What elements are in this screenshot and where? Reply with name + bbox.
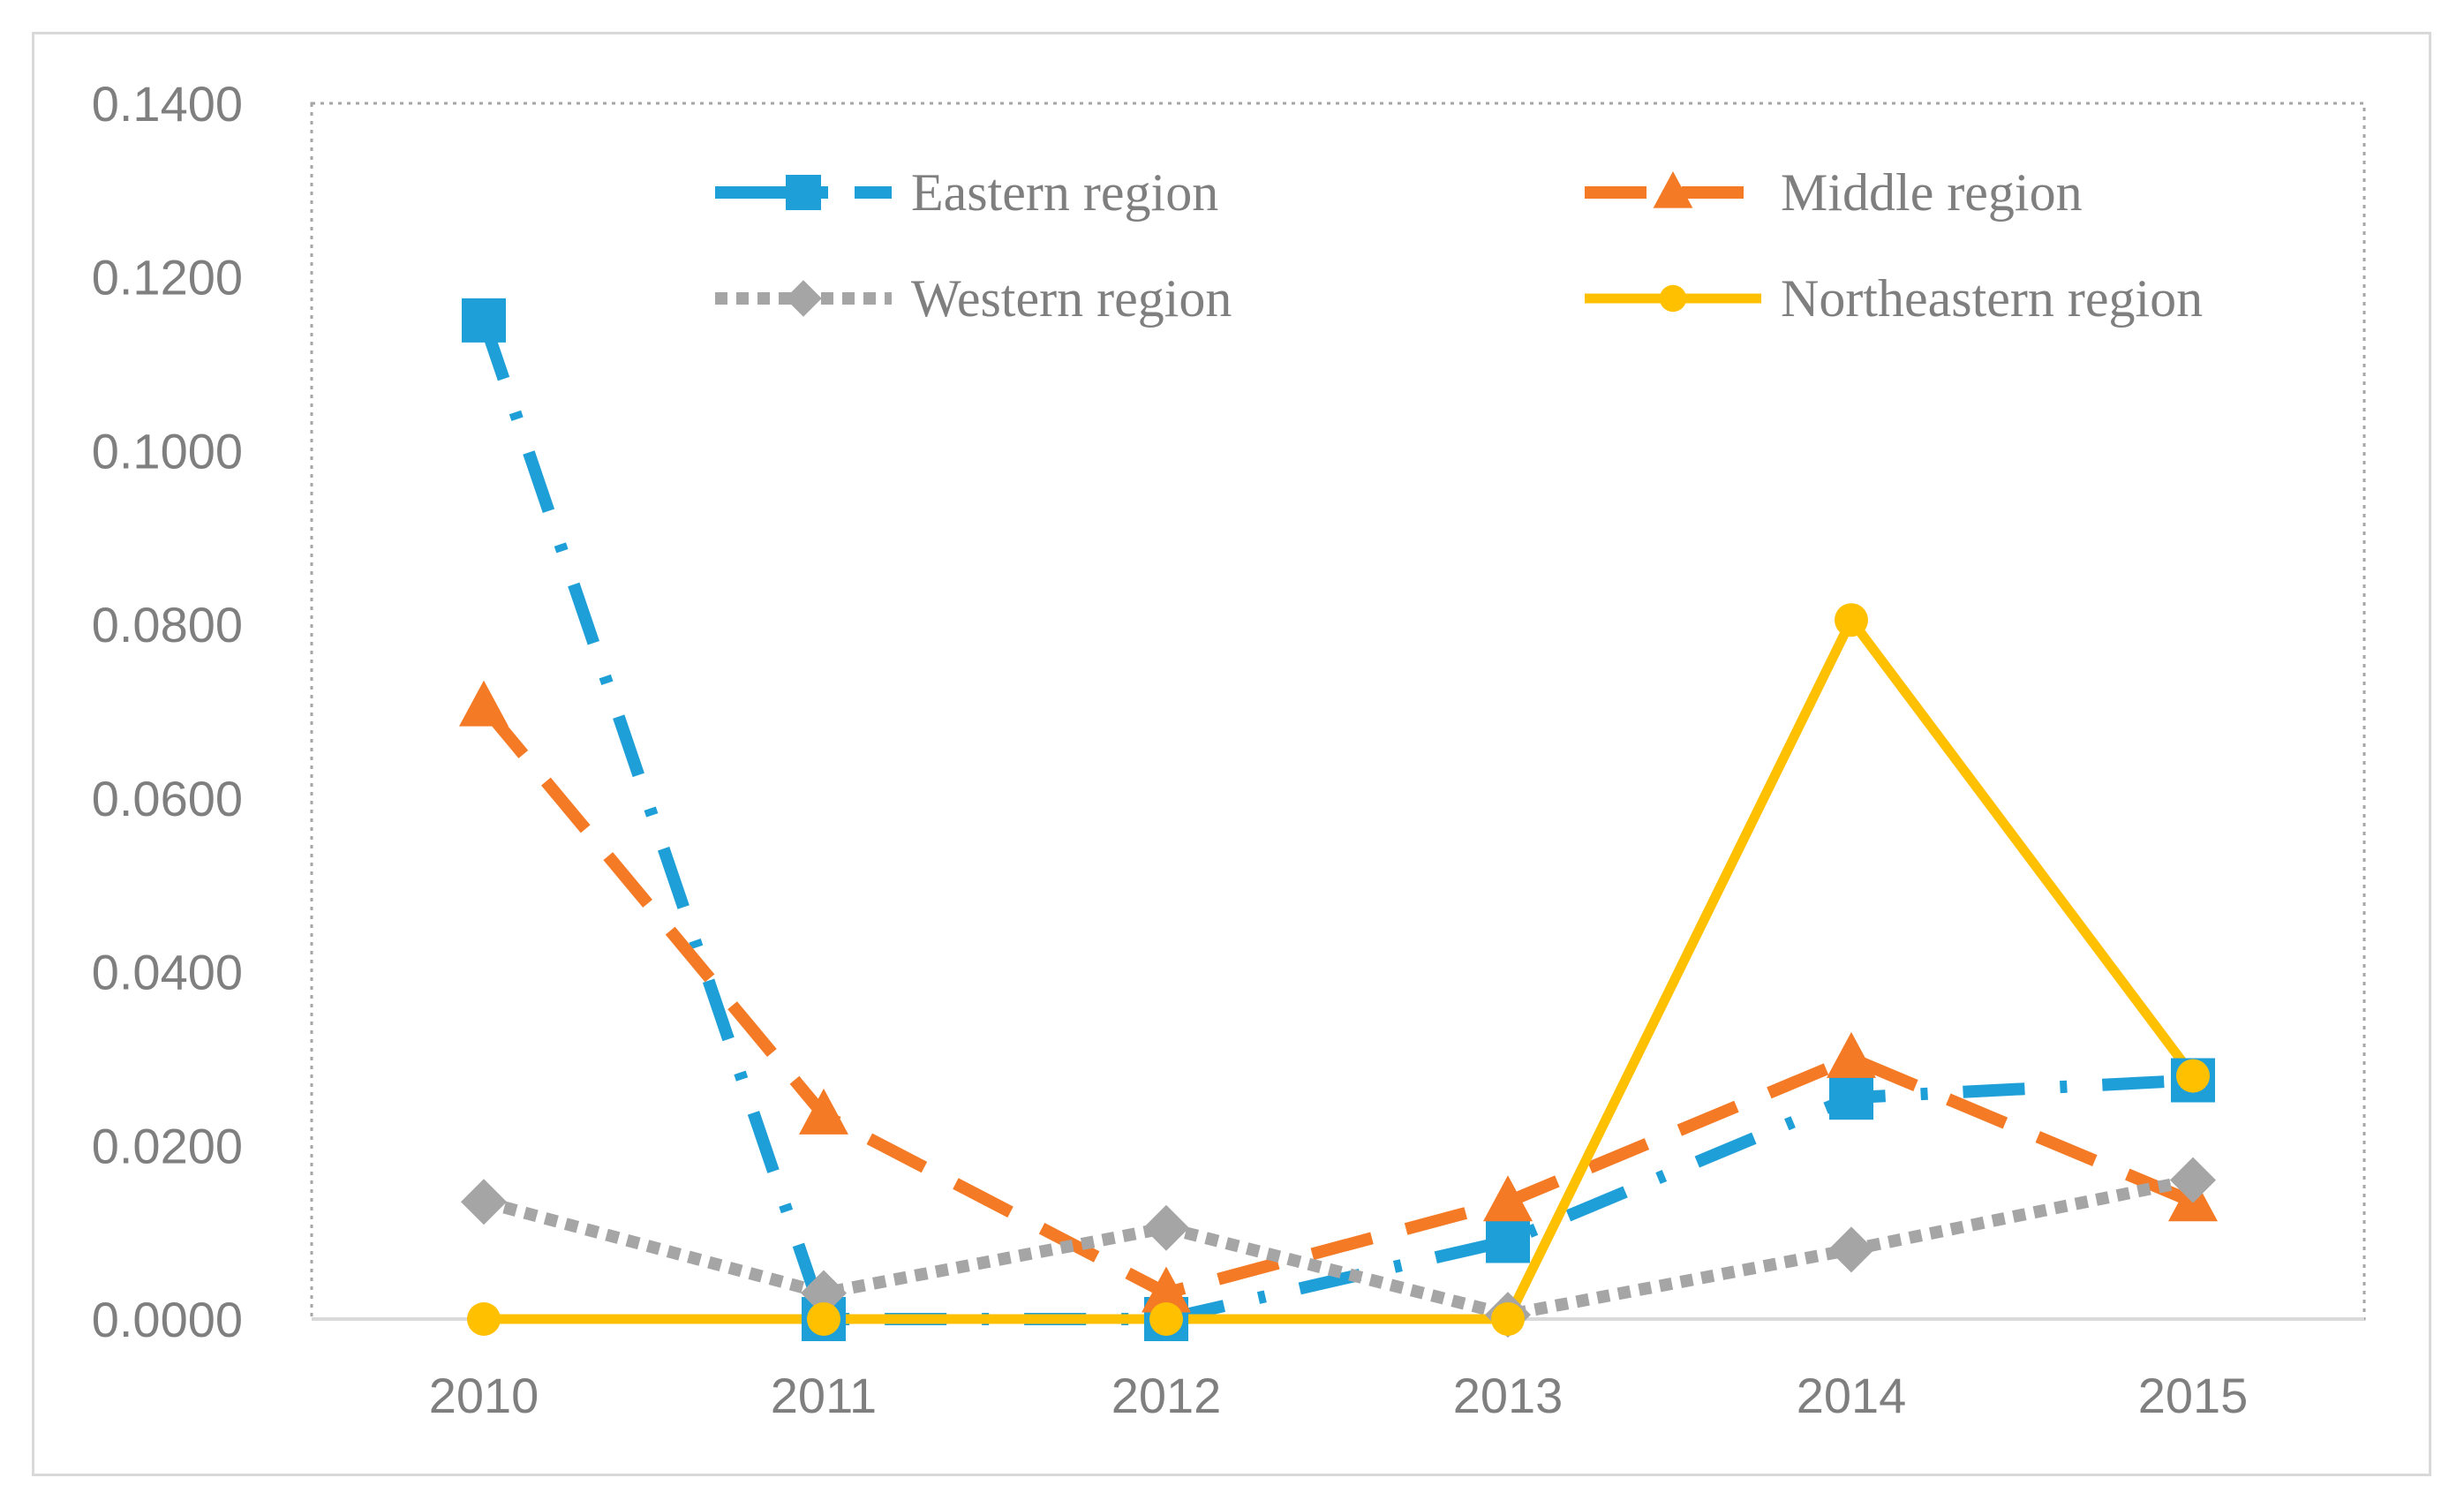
y-tick-label: 0.1200 [92, 250, 243, 305]
x-tick-label: 2011 [771, 1368, 877, 1423]
x-tick-label: 2014 [1797, 1368, 1907, 1423]
legend-item: Eastern region [715, 163, 1218, 222]
series-lines [478, 318, 2197, 1325]
legend-marker [786, 175, 821, 210]
series-line [484, 615, 2197, 1324]
x-tick-label: 2013 [1453, 1368, 1564, 1423]
legend: Eastern region Middle region Western regio… [715, 163, 2203, 328]
y-axis-ticks: 0.0000 0.0200 0.0400 0.0600 0.0800 0.1000 0.12… [92, 76, 243, 1347]
series-line [478, 318, 2194, 1325]
x-tick-label: 2015 [2138, 1368, 2249, 1423]
chart-frame [32, 32, 2431, 1476]
data-point [1486, 1218, 1530, 1263]
data-point [1829, 1075, 1873, 1120]
data-point [1483, 1175, 1533, 1222]
legend-label: Northeastern region [1781, 269, 2203, 328]
data-point [2170, 1157, 2216, 1203]
legend-item: Western region [715, 269, 1232, 328]
y-tick-label: 0.0400 [92, 945, 243, 1000]
series-line [482, 1173, 2195, 1322]
data-point [807, 1302, 840, 1336]
legend-item: Middle region [1585, 163, 2083, 222]
y-tick-label: 0.0600 [92, 771, 243, 826]
y-tick-label: 0.0200 [92, 1118, 243, 1173]
legend-item: Northeastern region [1585, 269, 2203, 328]
series-markers [459, 298, 2218, 1341]
data-point [2176, 1059, 2210, 1093]
x-tick-label: 2012 [1111, 1368, 1222, 1423]
data-point [459, 680, 509, 727]
legend-label: Eastern region [911, 163, 1218, 222]
y-tick-label: 0.0800 [92, 597, 243, 652]
y-tick-label: 0.1000 [92, 423, 243, 479]
data-point [1491, 1302, 1525, 1336]
x-axis-ticks: 2010 2011 2012 2013 2014 2015 [429, 1368, 2249, 1423]
plot-area-border [310, 102, 2366, 1321]
y-tick-label: 0.1400 [92, 76, 243, 132]
data-point [462, 298, 506, 343]
legend-marker [1653, 171, 1693, 208]
x-tick-label: 2010 [429, 1368, 539, 1423]
data-point [1149, 1302, 1183, 1336]
data-point [1835, 603, 1868, 637]
legend-label: Western region [911, 269, 1232, 328]
data-point [1142, 1266, 1191, 1313]
legend-marker [785, 280, 822, 317]
legend-marker [1659, 284, 1687, 313]
data-point [467, 1302, 501, 1336]
data-point [799, 1088, 848, 1135]
series-line [478, 703, 2196, 1300]
data-point [1827, 1031, 1876, 1078]
legend-label: Middle region [1781, 163, 2083, 222]
data-point [1828, 1226, 1874, 1273]
y-tick-label: 0.0000 [92, 1292, 243, 1347]
data-point [461, 1179, 507, 1225]
data-point [801, 1270, 847, 1316]
data-point [1143, 1204, 1189, 1251]
